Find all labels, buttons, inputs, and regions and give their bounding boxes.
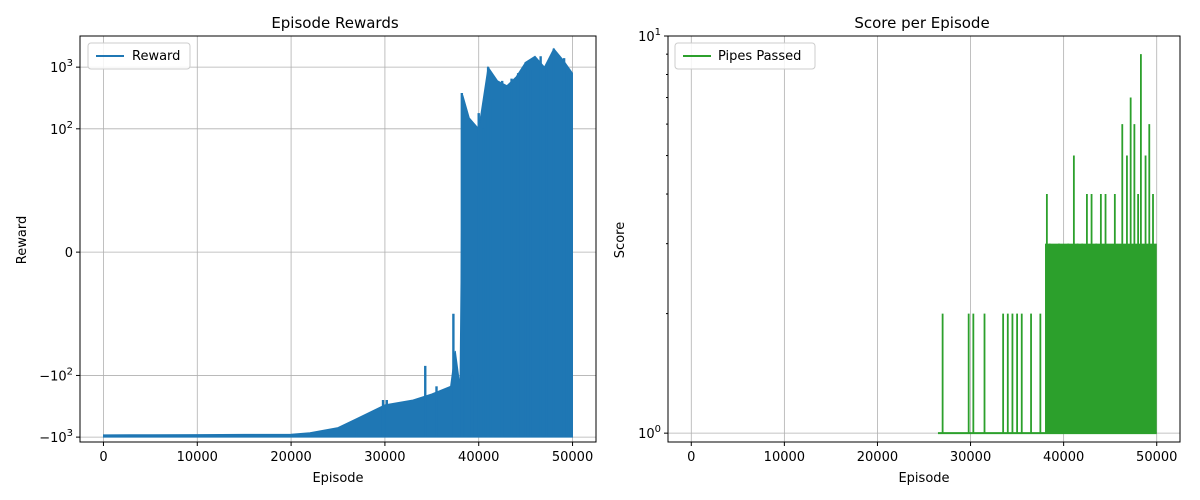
x-tick-label: 0 <box>687 450 695 465</box>
x-tick-label: 30000 <box>364 450 405 465</box>
y-axis-label: Reward <box>15 216 30 264</box>
y-tick-label: 102 <box>50 120 73 138</box>
chart-title: Score per Episode <box>854 14 989 32</box>
legend: Pipes Passed <box>674 42 816 70</box>
chart-episode-rewards: Episode Rewards Episode Reward 0 10000 200… <box>15 14 597 486</box>
x-axis-label: Episode <box>312 471 363 486</box>
x-tick-label: 40000 <box>1043 450 1084 465</box>
plot-area <box>937 54 1157 435</box>
plot-area <box>103 47 573 438</box>
axes-frame <box>667 35 1181 443</box>
x-tick-label: 50000 <box>552 450 593 465</box>
y-axis-label: Score <box>613 222 628 258</box>
legend-box <box>674 42 816 70</box>
y-tick-label: −102 <box>39 366 73 384</box>
legend-box <box>87 42 191 70</box>
chart-title: Episode Rewards <box>271 14 399 32</box>
legend-label: Pipes Passed <box>718 49 801 64</box>
axes-frame <box>79 35 597 443</box>
axis-ticks: 0 10000 20000 30000 40000 50000 103 102 0 −102 −10… <box>39 58 593 465</box>
chart-score-per-episode: Score per Episode Episode Score 0 10000 20… <box>613 14 1181 486</box>
y-tick-label: 101 <box>638 27 661 45</box>
x-tick-label: 40000 <box>458 450 499 465</box>
y-tick-label: −103 <box>39 428 73 446</box>
x-tick-label: 50000 <box>1136 450 1177 465</box>
y-tick-label: 100 <box>638 424 661 442</box>
x-axis-label: Episode <box>898 471 949 486</box>
x-tick-label: 10000 <box>764 450 805 465</box>
legend: Reward <box>87 42 191 70</box>
y-tick-label: 0 <box>65 246 73 261</box>
x-tick-label: 30000 <box>950 450 991 465</box>
axis-ticks: 0 10000 20000 30000 40000 50000 100 101 <box>638 27 1177 465</box>
y-tick-label: 103 <box>50 58 73 76</box>
x-tick-label: 0 <box>99 450 107 465</box>
legend-label: Reward <box>132 49 180 64</box>
x-tick-label: 20000 <box>857 450 898 465</box>
x-tick-label: 20000 <box>270 450 311 465</box>
x-tick-label: 10000 <box>177 450 218 465</box>
